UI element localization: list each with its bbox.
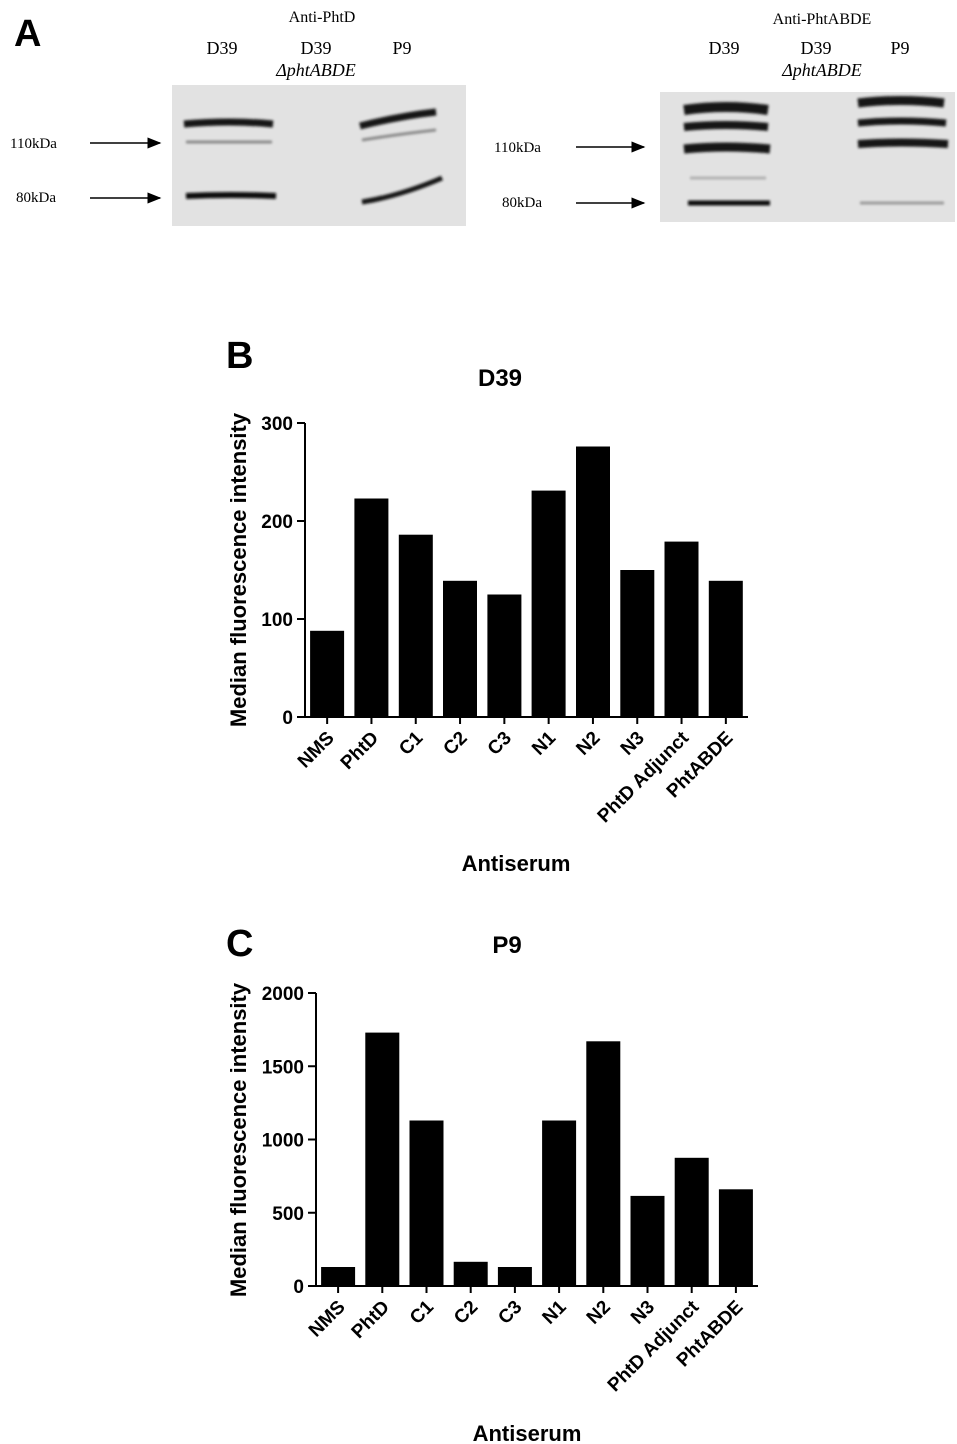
y-tick-label: 300 [261,414,293,435]
bar-nms [310,630,345,717]
bar-n1 [542,1120,577,1286]
blot-title: Anti-PhtABDE [773,11,872,28]
protein-band [185,192,277,199]
panel-letter-b: B [226,335,253,377]
lane-label: D39 [207,38,238,58]
y-tick-label: 0 [293,1277,304,1298]
bar-n2 [586,1041,621,1286]
bar-n1 [531,490,566,717]
category-label: N3 [617,728,649,760]
chart-title: D39 [478,365,522,392]
marker-label: 110kDa [494,140,541,156]
y-tick-label: 1500 [262,1057,304,1078]
y-tick-label: 1000 [262,1131,304,1152]
y-axis-title: Median fluorescence intensity [226,982,251,1297]
marker-label: 80kDa [502,195,542,211]
category-label: N2 [583,1297,615,1329]
bar-nms [321,1267,356,1286]
y-tick-label: 500 [272,1204,304,1225]
bar-phtd [354,498,389,717]
bar-c3 [487,594,522,717]
protein-band [857,96,945,108]
bar-chart-d39: B D39 Median fluorescence intensity Anti… [226,335,748,876]
y-tick-label: 200 [261,512,293,533]
bar-c1 [398,534,433,717]
category-label: N2 [572,728,604,760]
category-label: C1 [406,1296,438,1328]
bar-n2 [576,446,610,717]
bar-phtd-adjunct [664,541,699,717]
western-blot-anti-phtd: Anti-PhtD D39 D39 ΔphtABDE P9 110kDa 80k… [10,9,466,226]
lane-label: P9 [392,38,411,58]
protein-band [857,138,949,148]
bars [321,1032,753,1286]
blot-membrane [172,85,466,226]
lane-label-mutant: ΔphtABDE [275,60,356,80]
bar-phtabde [708,580,743,717]
protein-band [857,117,947,127]
chart-title: P9 [492,932,521,959]
western-blot-anti-phtabde: Anti-PhtABDE D39 D39 ΔphtABDE P9 110kDa … [494,11,955,222]
category-label: C1 [395,727,427,759]
ticks: 0 100 200 300 [261,414,727,729]
lane-label: D39 [801,38,832,58]
y-axis-title: Median fluorescence intensity [226,412,251,727]
bar-chart-p9: C P9 Median fluorescence intensity Antis… [226,923,758,1444]
lane-label: P9 [890,38,909,58]
bar-phtd [365,1032,400,1286]
blot-membrane [660,92,955,222]
blot-title: Anti-PhtD [289,9,356,26]
category-label: C2 [450,1297,482,1329]
x-axis-title: Antiserum [473,1421,582,1444]
y-tick-label: 2000 [262,984,304,1005]
category-label: PhtD [337,728,383,774]
y-tick-label: 0 [282,708,293,729]
category-label: N3 [627,1297,659,1329]
protein-band [361,175,443,205]
category-label: NMS [294,728,339,773]
bar-n3 [620,570,655,717]
protein-band [683,121,769,131]
bar-c2 [453,1261,488,1286]
bar-c2 [443,580,477,717]
panel-letter-a: A [14,13,41,55]
protein-band [683,142,771,154]
panel-letter-c: C [226,923,253,965]
y-tick-label: 100 [261,610,293,631]
x-axis-title: Antiserum [462,851,571,876]
marker-label: 80kDa [16,190,56,206]
protein-band [361,128,437,142]
category-label: NMS [305,1297,350,1342]
bar-phtd-adjunct [674,1157,709,1286]
protein-band [359,108,437,130]
marker-label: 110kDa [10,136,57,152]
bar-n3 [630,1195,665,1286]
ticks: 0 500 1000 1500 2000 [262,984,737,1298]
lane-label-mutant: ΔphtABDE [781,60,862,80]
bar-phtabde [718,1189,753,1286]
panel-a: A Anti-PhtD D39 D39 ΔphtABDE P9 110kDa 8… [10,9,955,226]
bar-c1 [409,1120,444,1286]
protein-band [683,102,769,115]
bar-c3 [497,1267,532,1286]
lane-label: D39 [709,38,740,58]
category-label: C2 [440,728,472,760]
protein-band [183,118,274,128]
category-label: PhtD [348,1297,394,1343]
lane-label: D39 [301,38,332,58]
category-label: N1 [539,1296,571,1328]
category-label: C3 [494,1297,526,1329]
category-label: N1 [528,727,560,759]
category-label: C3 [484,728,516,760]
bars [310,446,743,717]
